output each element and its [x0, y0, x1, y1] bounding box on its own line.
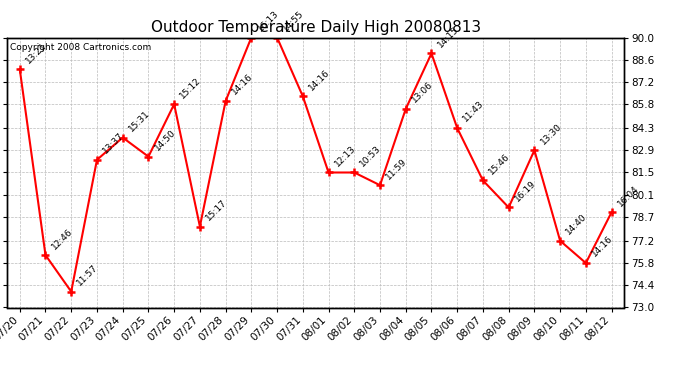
Text: 15:31: 15:31 [127, 109, 152, 134]
Text: 12:46: 12:46 [50, 226, 74, 251]
Text: 11:57: 11:57 [75, 263, 100, 288]
Text: 14:16: 14:16 [230, 72, 255, 97]
Text: 12:13: 12:13 [333, 144, 357, 168]
Text: 13:06: 13:06 [410, 80, 435, 105]
Text: 14:55: 14:55 [282, 9, 306, 33]
Title: Outdoor Temperature Daily High 20080813: Outdoor Temperature Daily High 20080813 [150, 20, 481, 35]
Text: 14:40: 14:40 [564, 212, 589, 237]
Text: 14:16: 14:16 [307, 68, 332, 92]
Text: 13:30: 13:30 [539, 122, 563, 146]
Text: 15:12: 15:12 [178, 75, 203, 100]
Text: 13:21: 13:21 [24, 40, 48, 65]
Text: 13:37: 13:37 [101, 131, 126, 156]
Text: 16:19: 16:19 [513, 178, 538, 203]
Text: 11:59: 11:59 [384, 156, 409, 181]
Text: 14:50: 14:50 [152, 128, 177, 153]
Text: 16:13: 16:13 [255, 9, 280, 33]
Text: 11:43: 11:43 [462, 99, 486, 124]
Text: 15:46: 15:46 [487, 152, 512, 176]
Text: Copyright 2008 Cartronics.com: Copyright 2008 Cartronics.com [10, 43, 151, 52]
Text: 10:53: 10:53 [358, 144, 383, 168]
Text: 15:17: 15:17 [204, 198, 228, 222]
Text: 14:16: 14:16 [590, 234, 615, 259]
Text: 16:04: 16:04 [615, 183, 640, 208]
Text: 14:15: 14:15 [435, 25, 460, 49]
